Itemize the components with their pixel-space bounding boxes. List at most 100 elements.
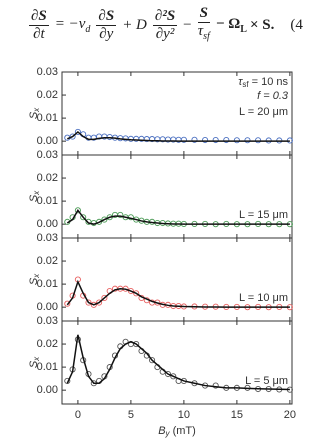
annotation-text: τ bbox=[238, 76, 243, 88]
y-tick-label: 0.03 bbox=[37, 66, 58, 78]
data-point bbox=[127, 287, 134, 295]
data-point bbox=[244, 137, 251, 144]
annotation-sub: sf bbox=[242, 80, 249, 89]
data-point bbox=[191, 136, 198, 143]
y-tick-label: 0.03 bbox=[37, 149, 58, 161]
data-point bbox=[96, 218, 103, 225]
subscript: L bbox=[240, 23, 247, 35]
y-axis-label-main: S bbox=[28, 277, 40, 285]
numerator: ∂²S bbox=[152, 7, 178, 26]
y-tick-label: 0.00 bbox=[37, 301, 58, 313]
fit-line bbox=[67, 130, 290, 142]
data-point bbox=[74, 128, 81, 135]
fit-line bbox=[66, 279, 290, 308]
panel-label: L = 10 μm bbox=[239, 292, 288, 304]
data-point bbox=[74, 207, 81, 214]
y-axis-label-sub: x bbox=[32, 190, 41, 196]
data-point bbox=[80, 214, 87, 221]
data-point bbox=[212, 136, 219, 144]
data-point bbox=[223, 136, 230, 144]
x-tick-label: 20 bbox=[284, 409, 296, 421]
y-axis-label-main: S bbox=[28, 111, 40, 119]
numerator: S bbox=[197, 5, 210, 23]
data-point bbox=[90, 301, 97, 308]
x-tick-label: 5 bbox=[128, 409, 134, 421]
data-point bbox=[233, 137, 240, 144]
data-point bbox=[133, 290, 140, 297]
data-point bbox=[212, 382, 219, 389]
data-point bbox=[255, 137, 262, 144]
y-tick-label: 0.01 bbox=[37, 361, 58, 373]
annotation: f = 0.3 bbox=[257, 90, 289, 102]
numerator: ∂S bbox=[96, 7, 117, 26]
term-text: − Ω bbox=[215, 15, 241, 32]
data-point bbox=[133, 341, 140, 348]
y-tick-label: 0.03 bbox=[37, 232, 58, 244]
term: + D bbox=[122, 16, 147, 33]
y-axis-label-sub: x bbox=[32, 356, 41, 362]
term-text: = −v bbox=[54, 15, 86, 32]
data-point bbox=[64, 300, 71, 307]
y-axis-label-sub: x bbox=[32, 273, 41, 279]
y-axis-label: Sx bbox=[28, 273, 41, 285]
data-point bbox=[180, 136, 187, 143]
denominator-text: τ bbox=[197, 23, 204, 39]
y-tick-label: 0.02 bbox=[37, 172, 58, 184]
annotation: τsf = 10 ns bbox=[238, 76, 288, 89]
denominator: ∂y bbox=[99, 25, 114, 42]
term: − bbox=[183, 16, 192, 33]
panel-label: L = 5 μm bbox=[245, 375, 288, 387]
data-point bbox=[202, 136, 209, 144]
fraction: ∂S ∂y bbox=[96, 7, 117, 43]
fraction: ∂S ∂t bbox=[29, 8, 49, 43]
x-axis-label-unit: (mT) bbox=[170, 425, 196, 437]
y-axis-label: Sx bbox=[28, 190, 41, 202]
denominator: ∂t bbox=[33, 25, 45, 42]
y-tick-label: 0.01 bbox=[37, 278, 58, 290]
data-point bbox=[96, 299, 103, 306]
data-point bbox=[85, 299, 92, 306]
subscript: sf bbox=[203, 31, 210, 42]
data-point bbox=[69, 133, 76, 140]
y-tick-label: 0.02 bbox=[37, 338, 58, 350]
annotation-tail: = 10 ns bbox=[249, 76, 289, 88]
panel-label: L = 20 μm bbox=[239, 106, 288, 118]
data-point bbox=[117, 211, 124, 218]
y-axis-label-main: S bbox=[28, 194, 40, 202]
y-tick-label: 0.03 bbox=[37, 315, 58, 327]
panel-label: L = 15 μm bbox=[239, 209, 288, 221]
data-point bbox=[101, 216, 108, 223]
denominator: τsf bbox=[198, 23, 210, 45]
plot-frame bbox=[61, 320, 293, 405]
term: = −vd bbox=[55, 16, 91, 35]
denominator: ∂y² bbox=[155, 25, 175, 42]
x-axis-label-main: B bbox=[158, 425, 165, 437]
data-point bbox=[149, 357, 156, 364]
y-tick-label: 0.02 bbox=[37, 89, 58, 101]
data-point bbox=[127, 135, 134, 142]
data-point bbox=[164, 370, 172, 378]
data-point bbox=[64, 377, 71, 384]
data-point bbox=[101, 294, 108, 301]
x-axis-label-sub: y bbox=[165, 429, 171, 438]
fraction: ∂²S ∂y² bbox=[152, 7, 178, 43]
x-tick-label: 15 bbox=[231, 409, 243, 421]
annotation-text: f = 0.3 bbox=[257, 90, 289, 102]
data-point bbox=[170, 373, 177, 380]
equation-number: (4 bbox=[290, 16, 303, 33]
numerator: ∂S bbox=[29, 7, 49, 26]
y-axis-label-sub: x bbox=[32, 107, 41, 113]
x-axis-label: By (mT) bbox=[158, 425, 196, 438]
y-axis-label-main: S bbox=[28, 360, 40, 368]
x-tick-label: 0 bbox=[75, 409, 81, 421]
fit-line bbox=[66, 208, 290, 225]
y-tick-label: 0.00 bbox=[37, 135, 58, 147]
x-tick-label: 10 bbox=[178, 409, 190, 421]
y-tick-label: 0.01 bbox=[37, 112, 58, 124]
y-tick-label: 0.00 bbox=[37, 384, 58, 396]
term: × S. bbox=[249, 16, 275, 33]
